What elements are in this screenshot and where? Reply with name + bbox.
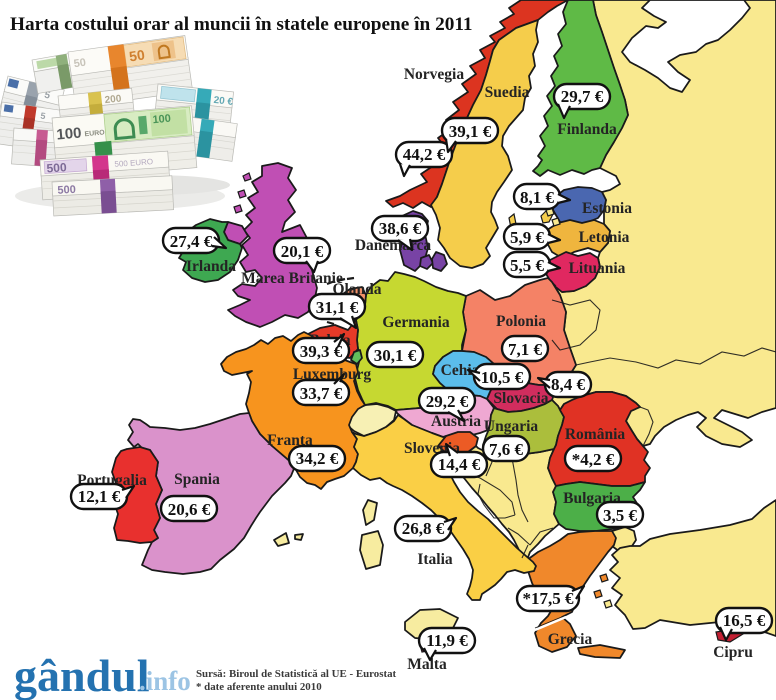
svg-text:3,5 €: 3,5 € <box>603 506 638 525</box>
svg-text:Suedia: Suedia <box>485 84 530 101</box>
svg-text:România: România <box>565 426 626 443</box>
svg-text:Italia: Italia <box>417 551 453 568</box>
svg-text:39,3 €: 39,3 € <box>300 342 343 361</box>
svg-text:Letonia: Letonia <box>579 229 630 246</box>
svg-text:Lituania: Lituania <box>569 260 626 277</box>
svg-text:16,5 €: 16,5 € <box>723 611 766 630</box>
svg-text:100: 100 <box>152 113 171 127</box>
svg-text:8,4 €: 8,4 € <box>551 375 586 394</box>
svg-text:5,5 €: 5,5 € <box>510 256 545 275</box>
svg-text:26,8 €: 26,8 € <box>402 519 445 538</box>
svg-text:Grecia: Grecia <box>548 631 593 648</box>
svg-text:44,2 €: 44,2 € <box>403 145 446 164</box>
svg-text:Norvegia: Norvegia <box>404 66 465 83</box>
svg-text:Slovacia: Slovacia <box>493 390 548 407</box>
svg-text:* date aferente anului 2010: * date aferente anului 2010 <box>196 681 322 693</box>
svg-text:*4,2 €: *4,2 € <box>572 450 615 469</box>
svg-text:5: 5 <box>40 111 46 122</box>
svg-text:*17,5 €: *17,5 € <box>523 589 575 608</box>
svg-text:Malta: Malta <box>407 656 447 673</box>
svg-text:500: 500 <box>57 184 76 197</box>
svg-text:50: 50 <box>128 46 146 64</box>
svg-text:39,1 €: 39,1 € <box>449 122 492 141</box>
svg-text:20,1 €: 20,1 € <box>281 242 324 261</box>
svg-text:38,6 €: 38,6 € <box>379 219 422 238</box>
svg-text:5: 5 <box>43 90 51 102</box>
svg-text:Franța: Franța <box>267 432 313 449</box>
svg-text:100: 100 <box>56 125 82 144</box>
svg-text:14,4 €: 14,4 € <box>438 455 481 474</box>
svg-text:EURO: EURO <box>84 129 105 138</box>
svg-text:Cehia: Cehia <box>441 362 480 379</box>
svg-text:30,1 €: 30,1 € <box>374 346 417 365</box>
svg-text:Germania: Germania <box>382 314 449 331</box>
svg-text:Marea Britanie: Marea Britanie <box>241 270 343 287</box>
svg-text:.info: .info <box>139 666 191 696</box>
svg-text:Austria: Austria <box>431 413 481 430</box>
svg-text:27,4 €: 27,4 € <box>170 232 213 251</box>
svg-text:Finlanda: Finlanda <box>557 121 617 138</box>
svg-text:12,1 €: 12,1 € <box>78 487 121 506</box>
svg-text:Harta costului orar al muncii: Harta costului orar al muncii în statele… <box>10 14 473 35</box>
svg-text:gândul: gândul <box>14 650 150 700</box>
svg-text:Luxemburg: Luxemburg <box>293 366 372 383</box>
svg-text:34,2 €: 34,2 € <box>296 449 339 468</box>
svg-text:500: 500 <box>46 160 67 175</box>
svg-text:29,7 €: 29,7 € <box>561 87 604 106</box>
svg-text:7,1 €: 7,1 € <box>508 340 543 359</box>
svg-text:500 EURO: 500 EURO <box>114 157 153 169</box>
svg-text:50: 50 <box>73 57 87 71</box>
svg-text:10,5 €: 10,5 € <box>481 368 524 387</box>
svg-text:20,6 €: 20,6 € <box>168 500 211 519</box>
svg-text:Sursă: Biroul de Statistică al: Sursă: Biroul de Statistică al UE - Euro… <box>196 668 397 680</box>
svg-text:7,6 €: 7,6 € <box>489 440 524 459</box>
svg-text:Polonia: Polonia <box>496 313 546 330</box>
svg-text:33,7 €: 33,7 € <box>300 384 343 403</box>
svg-text:Estonia: Estonia <box>582 200 632 217</box>
svg-text:20 €: 20 € <box>213 95 234 108</box>
svg-text:31,1 €: 31,1 € <box>316 298 359 317</box>
svg-text:Ungaria: Ungaria <box>484 418 539 435</box>
svg-text:5,9 €: 5,9 € <box>510 228 545 247</box>
svg-text:11,9 €: 11,9 € <box>426 631 468 650</box>
svg-text:Spania: Spania <box>174 471 220 488</box>
svg-text:Irlanda: Irlanda <box>186 258 236 275</box>
svg-text:8,1 €: 8,1 € <box>520 188 555 207</box>
svg-text:Cipru: Cipru <box>713 644 753 661</box>
svg-text:29,2 €: 29,2 € <box>426 392 469 411</box>
svg-text:200: 200 <box>104 93 122 106</box>
